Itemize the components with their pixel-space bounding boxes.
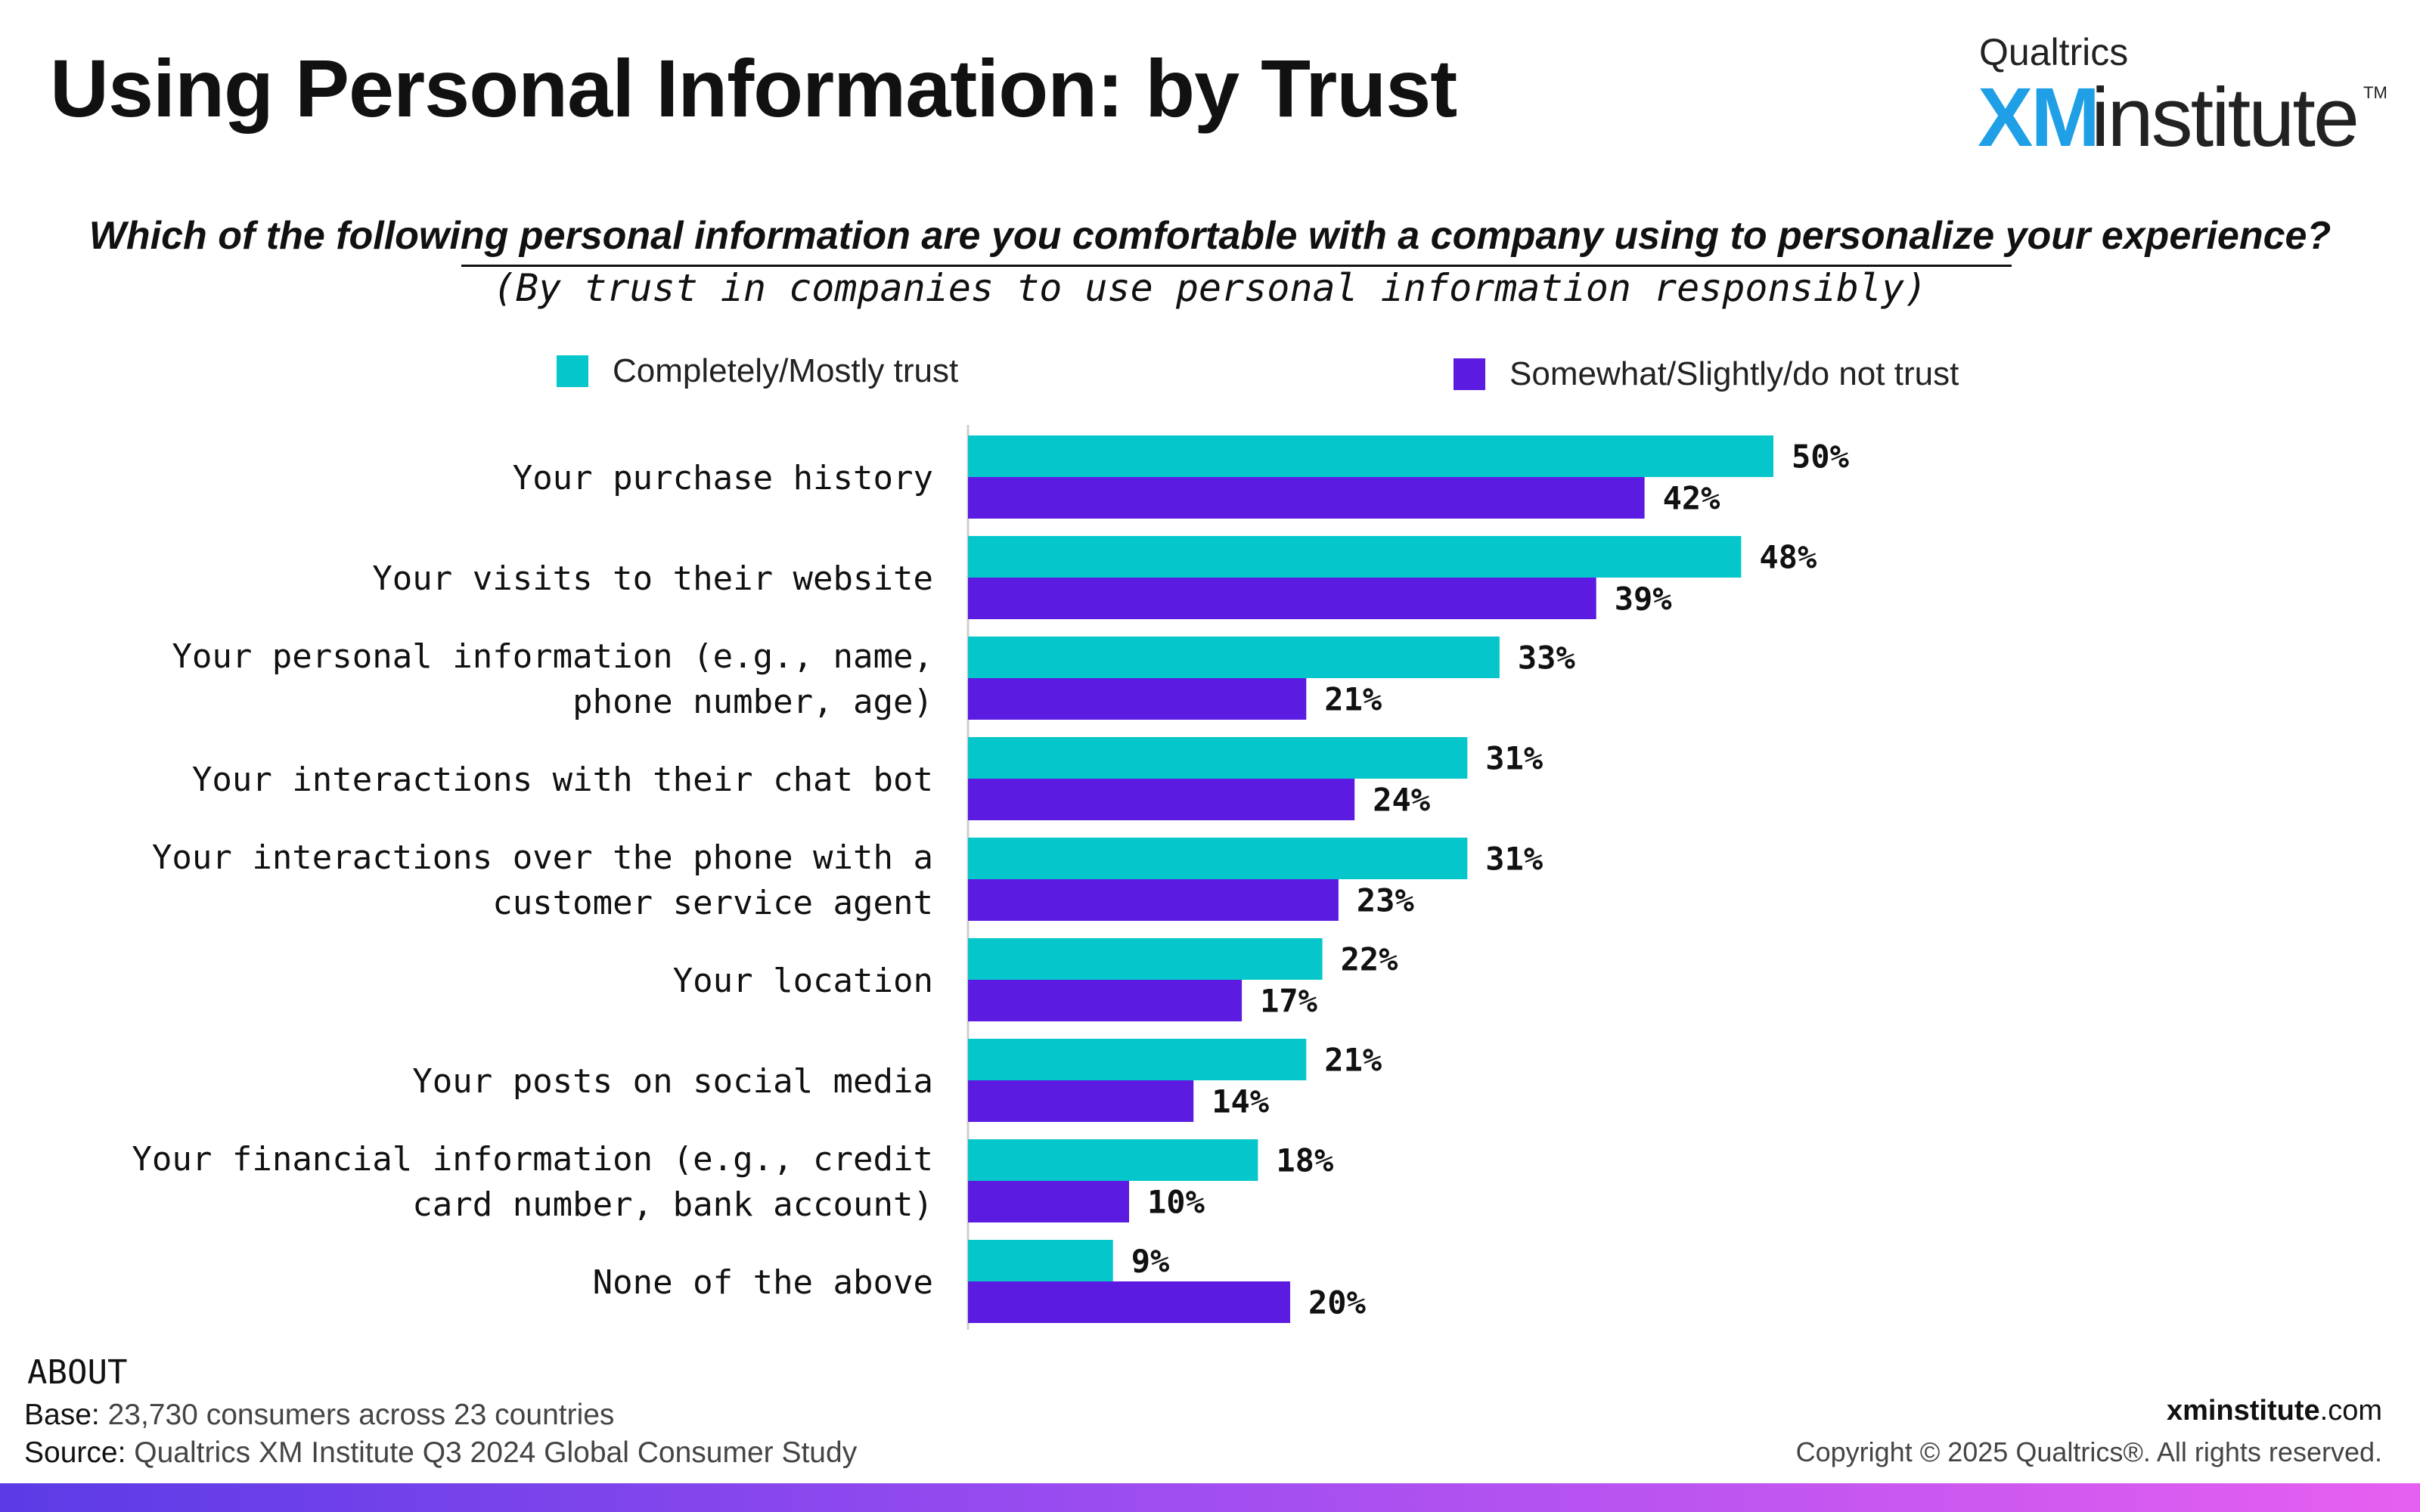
legend-item-trust: Completely/Mostly trust bbox=[557, 352, 958, 390]
copyright-text: Copyright © 2025 Qualtrics®. All rights … bbox=[1795, 1436, 2382, 1467]
base-note: Base: 23,730 consumers across 23 countri… bbox=[24, 1399, 614, 1432]
category-label-line: Your personal information (e.g., name, bbox=[172, 637, 933, 676]
survey-subquestion: (By trust in companies to use personal i… bbox=[492, 266, 1928, 310]
bar-distrust bbox=[968, 678, 1307, 720]
site-link[interactable]: xminstitute.com bbox=[2167, 1395, 2382, 1427]
base-label: Base: bbox=[24, 1399, 100, 1431]
category-label-line: Your interactions with their chat bot bbox=[192, 761, 933, 799]
base-text: 23,730 consumers across 23 countries bbox=[107, 1399, 615, 1431]
data-label-distrust: 24% bbox=[1373, 782, 1430, 819]
data-label-distrust: 23% bbox=[1357, 882, 1414, 919]
bar-distrust bbox=[968, 980, 1243, 1021]
category-label: Your financial information (e.g., credit… bbox=[132, 1140, 933, 1224]
site-name: xminstitute bbox=[2166, 1395, 2320, 1427]
bar-distrust bbox=[968, 477, 1645, 519]
data-label-trust: 21% bbox=[1324, 1042, 1382, 1079]
data-label-trust: 31% bbox=[1485, 841, 1543, 878]
source-note: Source: Qualtrics XM Institute Q3 2024 G… bbox=[24, 1436, 857, 1470]
category-label-line: None of the above bbox=[593, 1263, 933, 1302]
bar-trust bbox=[968, 536, 1742, 578]
logo-qualtrics-text: Qualtrics bbox=[1979, 31, 2129, 73]
logo-trademark: TM bbox=[2363, 83, 2387, 102]
legend-swatch-trust bbox=[557, 355, 588, 387]
bar-distrust bbox=[968, 879, 1339, 921]
category-label-line: card number, bank account) bbox=[412, 1185, 933, 1224]
data-label-distrust: 42% bbox=[1663, 480, 1720, 517]
legend-label-distrust: Somewhat/Slightly/do not trust bbox=[1509, 355, 1959, 392]
data-label-distrust: 10% bbox=[1147, 1184, 1205, 1221]
bar-trust bbox=[968, 637, 1500, 678]
data-label-distrust: 21% bbox=[1324, 681, 1382, 718]
bar-trust bbox=[968, 838, 1468, 879]
bar-trust bbox=[968, 1139, 1258, 1181]
bar-distrust bbox=[968, 1181, 1129, 1222]
bottom-gradient-bar bbox=[0, 1483, 2420, 1512]
legend-item-distrust: Somewhat/Slightly/do not trust bbox=[1454, 355, 1959, 393]
data-label-trust: 48% bbox=[1759, 539, 1817, 576]
bar-trust bbox=[968, 737, 1468, 779]
category-label-line: Your location bbox=[673, 962, 933, 1000]
data-label-trust: 22% bbox=[1341, 941, 1398, 978]
category-label: Your posts on social media bbox=[412, 1062, 933, 1101]
data-label-trust: 18% bbox=[1276, 1142, 1333, 1179]
category-label: Your location bbox=[673, 962, 933, 1000]
category-label-line: Your posts on social media bbox=[412, 1062, 933, 1101]
category-label: Your interactions with their chat bot bbox=[192, 761, 933, 799]
data-label-distrust: 17% bbox=[1260, 983, 1317, 1020]
source-label: Source: bbox=[24, 1436, 126, 1469]
legend-swatch-distrust bbox=[1454, 358, 1485, 390]
category-label-line: customer service agent bbox=[492, 884, 933, 922]
bar-trust bbox=[968, 938, 1323, 980]
data-label-distrust: 14% bbox=[1212, 1083, 1269, 1120]
category-label-line: phone number, age) bbox=[572, 683, 933, 721]
survey-question: Which of the following personal informat… bbox=[88, 214, 2332, 258]
bar-distrust bbox=[968, 779, 1355, 820]
data-label-distrust: 39% bbox=[1615, 581, 1672, 618]
category-label-line: Your purchase history bbox=[513, 459, 933, 497]
category-label-line: Your financial information (e.g., credit bbox=[132, 1140, 933, 1179]
logo-xm-text: XM bbox=[1978, 71, 2100, 164]
category-label: Your purchase history bbox=[513, 459, 933, 497]
legend-label-trust: Completely/Mostly trust bbox=[613, 352, 959, 389]
data-label-trust: 31% bbox=[1485, 740, 1543, 777]
bar-distrust bbox=[968, 578, 1596, 619]
site-tld: .com bbox=[2319, 1395, 2382, 1427]
category-label-line: Your interactions over the phone with a bbox=[152, 838, 933, 877]
category-label: Your visits to their website bbox=[372, 559, 933, 598]
category-label: Your interactions over the phone with a c… bbox=[152, 838, 933, 922]
question-underline bbox=[461, 265, 2012, 267]
category-label: Your personal information (e.g., name, ph… bbox=[172, 637, 933, 721]
source-text: Qualtrics XM Institute Q3 2024 Global Co… bbox=[134, 1436, 858, 1469]
category-label: None of the above bbox=[593, 1263, 933, 1302]
bar-trust bbox=[968, 435, 1773, 477]
page-title: Using Personal Information: by Trust bbox=[50, 42, 1457, 134]
bar-trust bbox=[968, 1039, 1307, 1080]
logo-institute-text: institute bbox=[2091, 71, 2360, 164]
category-label-line: Your visits to their website bbox=[372, 559, 933, 598]
xm-institute-logo: Qualtrics XM institute TM bbox=[1978, 30, 2387, 164]
bar-distrust bbox=[968, 1080, 1194, 1122]
data-label-trust: 33% bbox=[1518, 640, 1575, 677]
about-heading: ABOUT bbox=[27, 1353, 128, 1392]
bar-distrust bbox=[968, 1281, 1290, 1323]
bar-trust bbox=[968, 1240, 1113, 1281]
data-label-distrust: 20% bbox=[1308, 1284, 1366, 1321]
data-label-trust: 9% bbox=[1131, 1243, 1170, 1280]
data-label-trust: 50% bbox=[1792, 438, 1849, 476]
